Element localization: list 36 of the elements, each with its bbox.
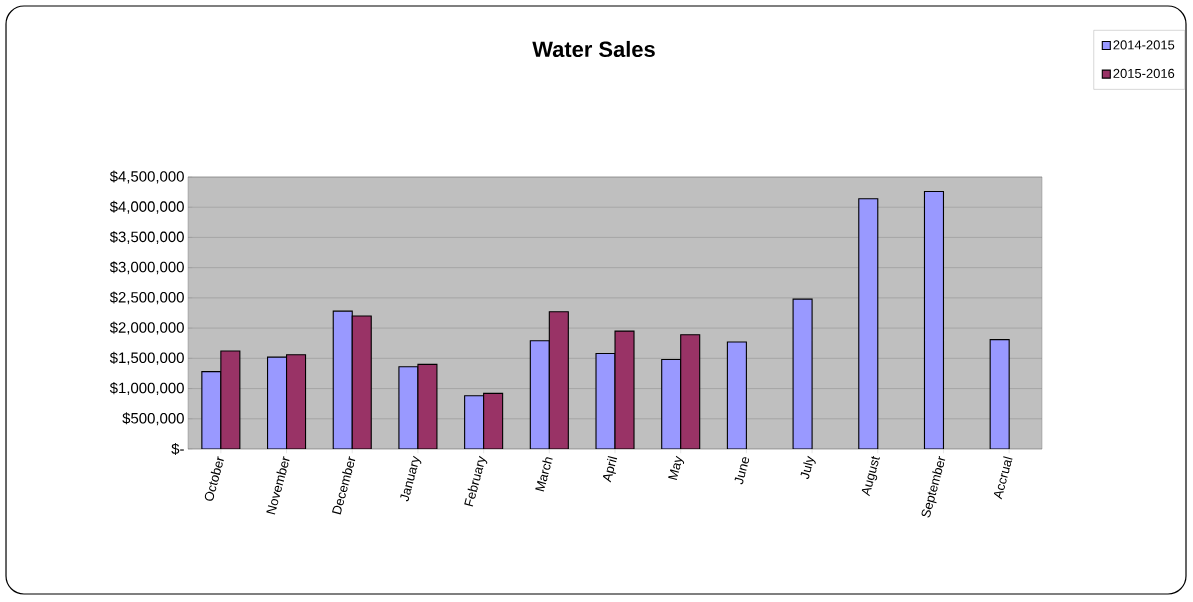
bar (680, 334, 701, 449)
bar (483, 392, 504, 449)
y-tick-label: $3,500,000 (109, 230, 184, 244)
y-tick-label: $2,000,000 (109, 321, 184, 335)
legend-label: 2014-2015 (1113, 40, 1175, 50)
bar (858, 198, 879, 449)
y-tick-label: $4,500,000 (109, 170, 184, 184)
chart-title: Water Sales (532, 40, 655, 58)
bar (332, 310, 353, 449)
bar (548, 311, 569, 449)
legend-label: 2015-2016 (1113, 68, 1175, 78)
bar (267, 356, 288, 449)
bar (464, 395, 485, 449)
x-tick-label: October (204, 456, 224, 501)
bar (989, 339, 1010, 449)
bar (726, 341, 747, 449)
y-tick-label: $- (171, 442, 184, 456)
y-tick-label: $500,000 (122, 412, 184, 426)
y-tick-label: $1,500,000 (109, 351, 184, 365)
bar (923, 190, 945, 449)
y-tick-label: $3,000,000 (109, 261, 184, 275)
bar (661, 358, 682, 449)
bar (351, 315, 372, 449)
x-tick-label: March (535, 457, 553, 492)
y-tick-label: $4,000,000 (109, 200, 184, 214)
x-tick-label: August (861, 455, 880, 497)
x-tick-label: June (734, 457, 750, 485)
x-tick-label: July (800, 455, 816, 479)
x-tick-label: Accrual (993, 456, 1013, 500)
bar (286, 354, 307, 449)
x-tick-label: April (602, 455, 618, 483)
x-tick-label: May (668, 455, 685, 481)
bar (529, 340, 550, 449)
y-tick-label: $2,500,000 (109, 291, 184, 305)
x-tick-label: January (400, 455, 422, 502)
y-tick-label: $1,000,000 (109, 382, 184, 396)
